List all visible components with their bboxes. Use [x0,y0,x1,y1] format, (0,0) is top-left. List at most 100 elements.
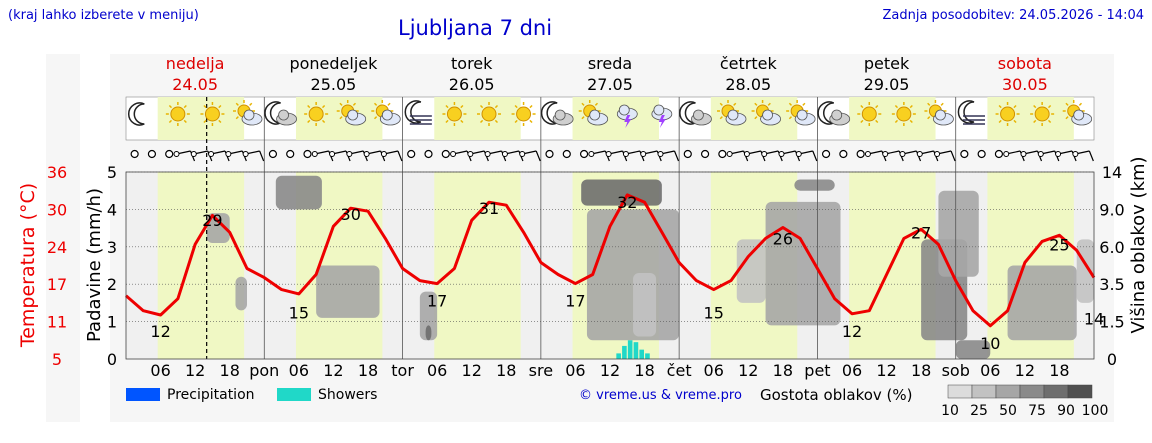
sun-ray [494,119,499,124]
sun-disc [896,106,912,122]
sun-ray [788,102,793,106]
sun-disc [861,106,877,122]
sun-ray [754,102,758,106]
sun-ray [940,102,944,106]
sun-ray [594,102,599,106]
sun-ray [1013,119,1017,124]
sun-ray [719,102,723,106]
cloud-density-level: 10 [941,403,959,419]
precip-axis-label: Padavine (mm/h) [84,188,105,342]
sun-ray [998,119,1002,124]
wind-calm-icon [821,149,831,159]
hour-tick: 06 [289,361,309,380]
cloud-blob [633,272,657,337]
sun-ray [529,119,533,124]
hour-tick: 06 [704,361,724,380]
sun-ray [1047,119,1052,124]
thunder-icon [651,104,673,128]
credit-link[interactable]: © vreme.us & vreme.pro [579,388,742,403]
sun-disc [204,106,220,122]
wind-barb-icon [761,151,768,157]
wind-barb-icon [501,151,508,157]
cloud-shape [653,104,665,116]
shower-bar [616,353,621,359]
wind-barb-icon [363,151,370,157]
cloud-shape [693,109,704,121]
temperature-label: 29 [202,211,222,230]
precip-tick: 2 [107,275,117,294]
cloud-shape [243,109,255,121]
daylight-band [157,172,245,359]
day-name: torek [451,54,493,73]
sun-ray [754,116,758,120]
day-abbr-tick: tor [391,361,414,380]
cloud-density-level: 25 [970,403,988,419]
moon-shape [957,100,975,124]
wind-barb-icon [950,150,956,162]
sun-cloud-icon [371,100,401,126]
wind-barb-icon [916,151,923,157]
icon-strip-daylight [849,97,936,140]
showers-swatch [277,388,311,401]
temperature-line [125,193,1096,328]
cloud-density-swatch [1019,384,1045,399]
wind-calm-icon [856,149,865,159]
cloud-density-level: 75 [1028,403,1046,419]
cloud-density-swatch [995,384,1021,399]
moon-fog-icon [404,100,432,125]
hour-tick: 18 [496,361,516,380]
day-name: ponedeljek [289,54,378,73]
wind-barb-icon [1072,151,1079,157]
sun-icon [891,102,916,126]
cloud-blob [581,179,662,206]
shower-bar [633,342,639,359]
moon-shape [404,100,422,124]
sun-ray [460,104,464,109]
wind-barb-icon [397,150,403,162]
icon-strip-daylight [157,97,245,140]
sun-ray [352,102,357,106]
region-hint[interactable]: (kraj lahko izberete v meniju) [8,8,199,23]
sun-ray [168,119,173,124]
sun-ray [203,119,207,124]
sun-ray [249,102,253,106]
moon-shape [817,101,835,125]
wind-calm-icon [286,149,295,159]
hour-tick: 18 [1049,361,1069,380]
cloud-blob [235,276,247,311]
wind-barb-icon [1055,151,1062,157]
wind-barb-icon [519,151,526,157]
cloud-density-level: 90 [1057,403,1075,419]
cloud-density-swatch [971,384,997,399]
cloud-blob [736,239,766,303]
hour-tick: 18 [911,361,931,380]
wind-calm-icon [683,149,692,159]
hour-tick: 06 [842,361,862,380]
sun-ray [1033,104,1037,109]
cloud-density-level: 100 [1082,403,1109,419]
icon-strip-daylight [434,97,521,140]
lightning [624,115,632,128]
moon-icon [127,102,145,126]
moon-cloud-icon [679,101,712,126]
wind-barb-icon [346,151,353,157]
sun-ray [894,119,899,124]
sun-disc [481,106,497,122]
wind-barb-icon [329,151,336,157]
wind-barb-icon [778,151,785,157]
cloud-density-swatch [1043,384,1069,399]
cloud-shape [1073,109,1085,121]
shower-bar [639,349,644,359]
last-updated: Zadnja posodobitev: 24.05.2026 - 14:04 [882,8,1144,23]
hour-tick: 06 [427,361,447,380]
wind-barb-icon [259,150,265,162]
shower-bar [645,353,650,359]
day-abbr-tick: pon [249,361,279,380]
sun-icon [1030,102,1055,126]
cloud-shape [935,109,946,121]
temperature-tick: 5 [52,350,62,369]
sun-ray [235,102,239,106]
cloud-shape [381,109,393,121]
sun-ray [445,104,449,109]
